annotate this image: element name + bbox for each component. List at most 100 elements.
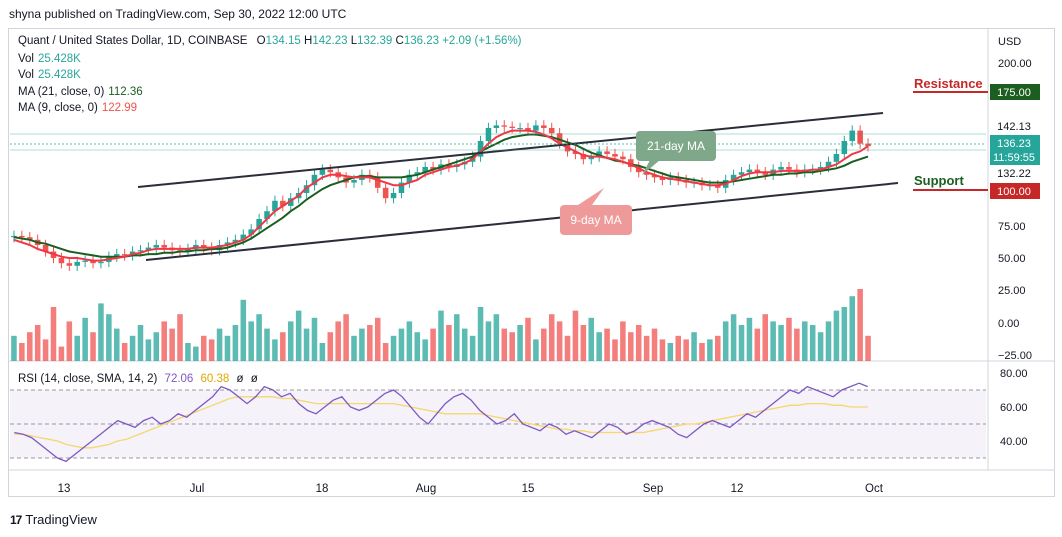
candle-body xyxy=(533,125,539,131)
volume-bar xyxy=(216,328,223,361)
resistance-price-tag: 175.00 xyxy=(997,87,1031,99)
ma9-line xyxy=(13,129,869,262)
last-price-tag-box xyxy=(990,135,1040,151)
x-tick: 12 xyxy=(731,483,744,495)
ma9-callout-pointer xyxy=(578,188,604,205)
volume-bar xyxy=(224,335,231,361)
vol-legend-2[interactable]: Vol 25.428K xyxy=(18,69,81,81)
rsi-tick: 40.00 xyxy=(1000,436,1028,448)
open-value: 134.15 xyxy=(265,35,301,47)
ma21-callout-text: 21-day MA xyxy=(647,139,705,153)
candle-body xyxy=(715,185,721,188)
volume-bar xyxy=(667,343,674,361)
volume-bar xyxy=(295,310,302,361)
candle-body xyxy=(865,143,871,147)
volume-bar xyxy=(264,328,270,361)
volume-bar xyxy=(620,321,626,361)
candle-body xyxy=(248,229,254,235)
volume-bar xyxy=(556,321,563,361)
candle-body xyxy=(113,254,120,257)
volume-bar xyxy=(430,328,436,361)
volume-bar xyxy=(19,343,25,361)
volume-bar xyxy=(98,303,104,361)
x-tick: Jul xyxy=(190,483,205,495)
candle-body xyxy=(185,248,191,252)
candle-body xyxy=(153,245,160,248)
volume-bar xyxy=(58,346,65,361)
volume-bar xyxy=(129,335,136,361)
volume-bar xyxy=(351,335,357,361)
candle-body xyxy=(659,177,666,180)
candle-body xyxy=(833,154,840,162)
price-tick: 25.00 xyxy=(998,285,1026,297)
candle-body xyxy=(19,235,25,238)
candle-body xyxy=(224,242,231,245)
price-tick: 75.00 xyxy=(998,221,1026,233)
publisher-line: shyna published on TradingView.com, Sep … xyxy=(9,7,347,21)
volume-bar xyxy=(817,332,824,361)
volume-bar xyxy=(335,321,341,361)
tradingview-logo-icon: 17 xyxy=(10,512,22,527)
volume-bar xyxy=(121,343,128,361)
support-price-tag: 100.00 xyxy=(997,186,1031,198)
candle-body xyxy=(351,180,357,183)
volume-bar xyxy=(596,332,602,361)
volume-bar xyxy=(770,321,776,361)
volume-bar xyxy=(461,328,468,361)
rsi-legend[interactable]: RSI (14, close, SMA, 14, 2) 72.06 60.38 … xyxy=(18,373,258,385)
price-tick: 50.00 xyxy=(998,253,1026,265)
price-tick: 200.00 xyxy=(998,58,1032,70)
ohlc-legend[interactable]: Quant / United States Dollar, 1D, COINBA… xyxy=(18,35,522,47)
candle-body xyxy=(620,156,626,160)
rsi-tick: 80.00 xyxy=(1000,368,1028,380)
candle-body xyxy=(74,261,80,266)
volume-bar xyxy=(27,332,33,361)
change-value: +2.09 (+1.56%) xyxy=(442,35,522,47)
volume-bar xyxy=(343,314,349,361)
low-price-tag: 132.22 xyxy=(997,168,1031,180)
volume-bar xyxy=(382,343,389,361)
volume-bar xyxy=(367,325,373,361)
rsi-empty-1: ø xyxy=(236,373,244,385)
ma9-callout xyxy=(560,205,632,235)
volume-bar xyxy=(161,321,167,361)
candle-body xyxy=(374,177,381,188)
candle-body xyxy=(280,200,286,206)
rsi-ma-value: 60.38 xyxy=(200,373,230,385)
volume-bar xyxy=(319,343,326,361)
candle-body xyxy=(42,245,49,252)
candle-body xyxy=(256,219,262,230)
volume-bar xyxy=(240,299,247,361)
symbol-title[interactable]: Quant / United States Dollar, 1D, COINBA… xyxy=(18,35,248,47)
candle-body xyxy=(588,156,595,160)
volume-bar xyxy=(185,343,191,361)
high-value: 142.23 xyxy=(312,35,348,47)
volume-bar xyxy=(232,325,239,361)
tradingview-footer[interactable]: 17 TradingView xyxy=(10,512,97,527)
rsi-tick: 60.00 xyxy=(1000,402,1028,414)
ma21-line xyxy=(13,133,869,258)
support-price-tag-box xyxy=(990,183,1040,199)
x-tick: Aug xyxy=(416,483,436,495)
volume-bar xyxy=(643,335,650,361)
lower-trendline xyxy=(145,182,899,261)
candle-body xyxy=(390,193,397,199)
ma9-legend[interactable]: MA (9, close, 0) 122.99 xyxy=(18,102,137,114)
volume-bar xyxy=(11,335,17,361)
candle-body xyxy=(493,125,500,128)
candle-body xyxy=(509,126,515,128)
candle-body xyxy=(580,154,587,160)
candle-body xyxy=(738,172,745,175)
ma21-legend[interactable]: MA (21, close, 0) 112.36 xyxy=(18,86,143,98)
volume-bar xyxy=(208,339,215,361)
candle-body xyxy=(525,128,531,131)
tradingview-brand: TradingView xyxy=(25,512,97,527)
vol-value: 25.428K xyxy=(38,69,81,81)
vol-legend-1[interactable]: Vol 25.428K xyxy=(18,53,81,65)
vol-label: Vol xyxy=(18,69,34,81)
candle-body xyxy=(82,260,88,262)
rsi-line xyxy=(14,382,868,463)
volume-bar xyxy=(66,321,73,361)
x-tick: 13 xyxy=(58,483,71,495)
